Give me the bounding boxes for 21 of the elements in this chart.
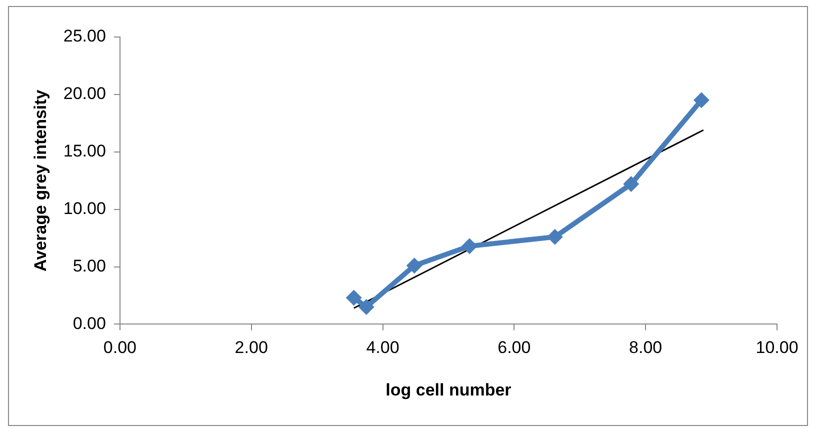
y-tick-label: 20.00 [63,84,106,104]
point [346,290,362,306]
y-axis-title: Average grey intensity [30,89,50,272]
point [461,238,478,254]
y-tick-label: 25.00 [63,26,106,46]
x-tick-label: 6.00 [498,338,531,358]
point [693,92,710,108]
x-tick-label: 0.00 [103,338,136,358]
point [358,298,374,315]
point [546,228,563,245]
y-tick-label: 10.00 [63,199,106,218]
y-tick-label: 0.00 [72,314,106,333]
y-tick-label: 15.00 [63,142,106,161]
x-tick-label: 10.00 [756,338,798,358]
x-tick-label: 4.00 [366,338,400,358]
x-tick-label: 2.00 [234,338,268,358]
point [406,258,422,274]
x-tick-label: 8.00 [629,338,662,358]
x-axis-title: log cell number [386,380,512,400]
y-tick-label: 5.00 [72,256,106,276]
point [623,176,640,192]
